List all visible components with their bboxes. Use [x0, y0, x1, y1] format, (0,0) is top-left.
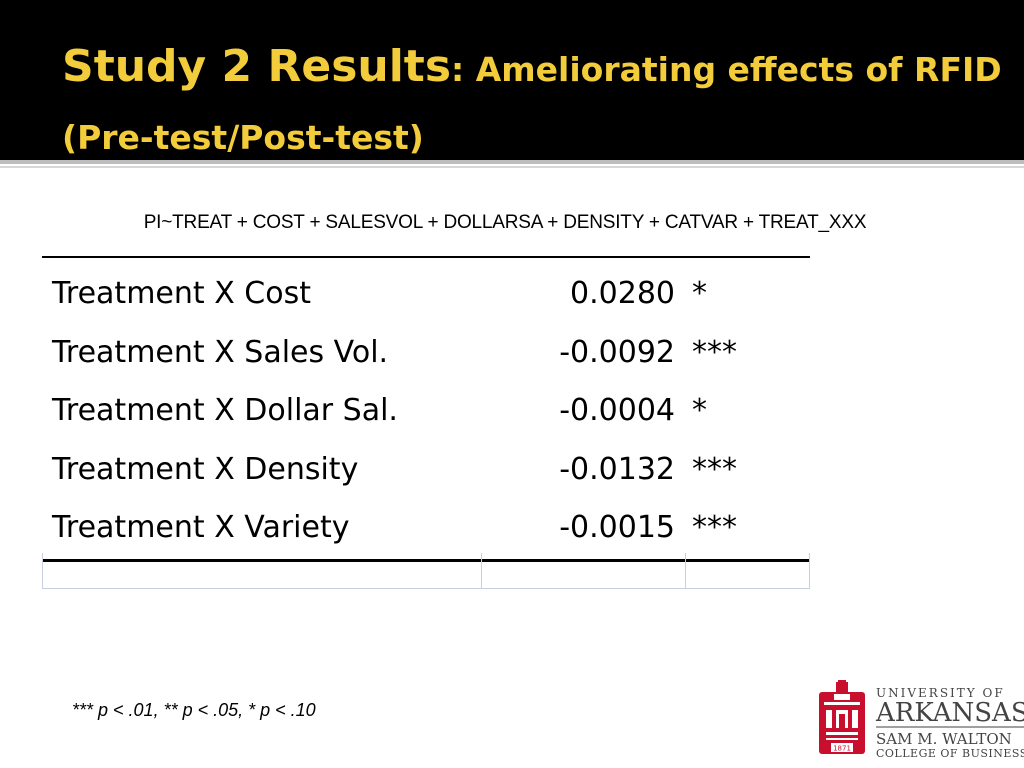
title-main: Study 2 Results	[62, 41, 452, 92]
row-significance: ***	[692, 334, 737, 370]
row-label: Treatment X Cost	[52, 276, 311, 311]
table-row: Treatment X Cost 0.0280 *	[42, 266, 810, 325]
row-label: Treatment X Density	[52, 451, 359, 487]
logo-line-3: SAM M. WALTON	[876, 730, 1012, 748]
seal-year: 1871	[833, 745, 851, 753]
model-formula: PI~TREAT + COST + SALESVOL + DOLLARSA + …	[143, 212, 867, 233]
row-significance: ***	[692, 451, 737, 487]
row-significance: *	[692, 276, 707, 311]
row-label: Treatment X Variety	[52, 510, 350, 545]
results-table: Treatment X Cost 0.0280 * Treatment X Sa…	[42, 256, 810, 562]
row-value: -0.0015	[559, 510, 675, 545]
university-logo: 1871 UNIVERSITY OF ARKANSAS SAM M. WALTO…	[818, 680, 1024, 760]
logo-line-1: UNIVERSITY OF	[876, 686, 1005, 700]
empty-cell	[686, 553, 809, 588]
row-value: -0.0092	[559, 334, 675, 370]
row-label: Treatment X Sales Vol.	[52, 334, 389, 370]
slide-title: Study 2 Results: Ameliorating effects of…	[62, 36, 1002, 175]
empty-cell	[43, 553, 482, 588]
table-row: Treatment X Dollar Sal. -0.0004 *	[42, 383, 810, 442]
empty-table-row	[42, 553, 810, 589]
table-row: Treatment X Density -0.0132 ***	[42, 442, 810, 501]
row-value: -0.0132	[559, 451, 675, 487]
row-significance: ***	[692, 510, 737, 545]
title-subtitle: : Ameliorating effects of RFID (Pre-test…	[62, 50, 1002, 157]
table-row: Treatment X Variety -0.0015 ***	[42, 500, 810, 559]
empty-cell	[482, 553, 686, 588]
title-bar: Study 2 Results: Ameliorating effects of…	[0, 0, 1024, 160]
header-rule-thin	[0, 166, 1024, 168]
significance-footnote: *** p < .01, ** p < .05, * p < .10	[72, 700, 316, 720]
logo-line-4: COLLEGE OF BUSINESS	[876, 747, 1024, 760]
old-main-seal-icon: 1871	[819, 680, 865, 754]
table-row: Treatment X Sales Vol. -0.0092 ***	[42, 325, 810, 384]
row-value: -0.0004	[559, 393, 675, 428]
logo-line-2: ARKANSAS	[876, 700, 1024, 728]
header-rule-thick	[0, 160, 1024, 164]
row-significance: *	[692, 393, 707, 428]
row-label: Treatment X Dollar Sal.	[52, 393, 398, 428]
row-value: 0.0280	[570, 276, 675, 311]
logo-wordmark: UNIVERSITY OF ARKANSAS SAM M. WALTON COL…	[876, 686, 1024, 760]
